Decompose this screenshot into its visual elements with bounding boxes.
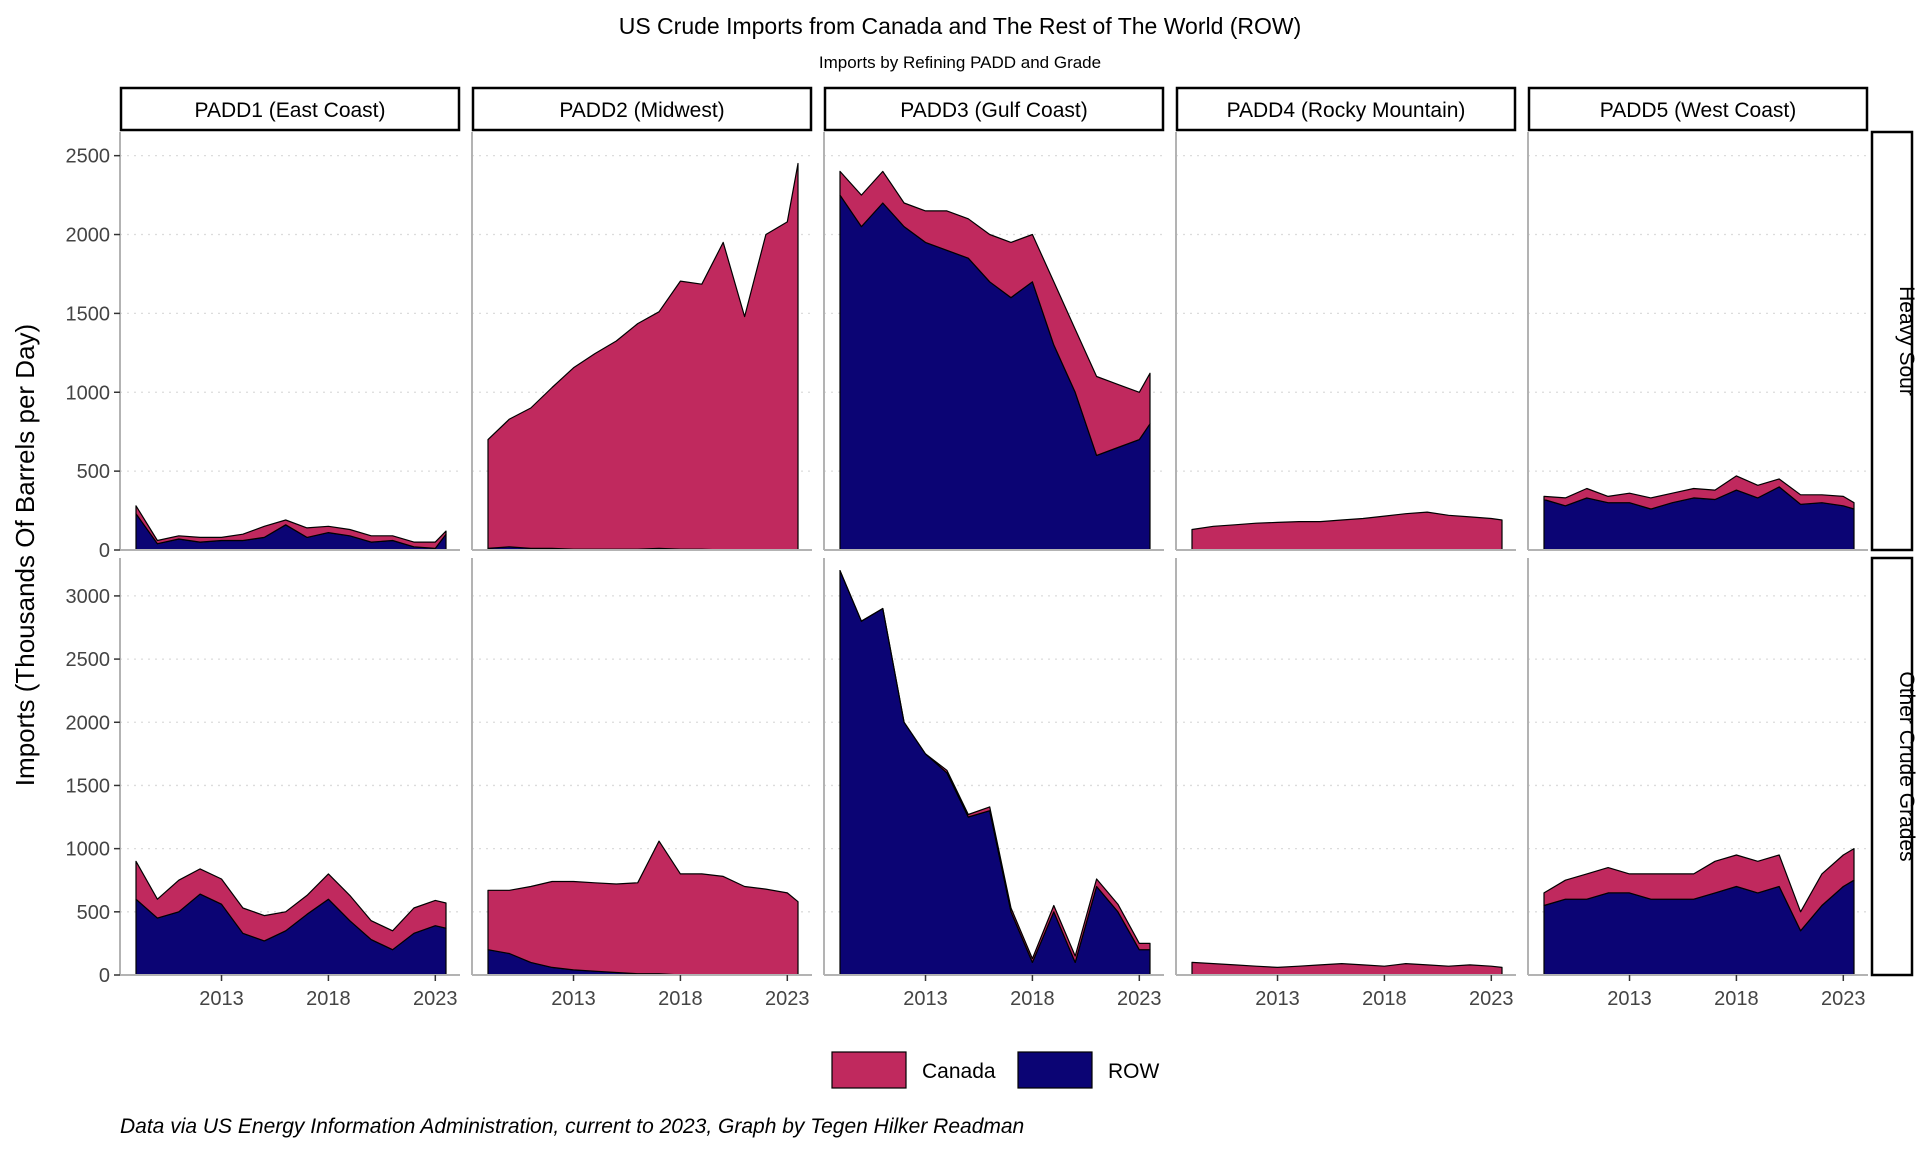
y-tick-label: 0 bbox=[99, 540, 110, 562]
area-canada-other-crude-grades-padd1-east-coast bbox=[135, 860, 447, 951]
row-strip-label: Heavy Sour bbox=[1895, 286, 1918, 396]
column-strip bbox=[823, 86, 1165, 132]
y-tick-label: 2500 bbox=[66, 146, 111, 168]
x-tick-label: 2018 bbox=[1714, 988, 1759, 1010]
area-canada-other-crude-grades-padd2-midwest bbox=[487, 840, 799, 976]
y-tick-label: 2000 bbox=[66, 712, 111, 734]
area-canada-other-crude-grades-padd3-gulf-coast bbox=[839, 570, 1151, 963]
x-tick-label: 2023 bbox=[1469, 988, 1514, 1010]
x-tick-label: 2023 bbox=[1117, 988, 1162, 1010]
panel-heavy-sour-padd3-gulf-coast bbox=[823, 132, 1164, 551]
row-strip-label: Other Crude Grades bbox=[1895, 671, 1918, 861]
column-strip bbox=[1175, 86, 1517, 132]
panel-other-crude-grades-padd1-east-coast bbox=[119, 558, 460, 976]
panel-other-crude-grades-padd3-gulf-coast bbox=[823, 558, 1164, 976]
panel-heavy-sour-padd5-west-coast bbox=[1527, 132, 1868, 551]
x-tick-label: 2013 bbox=[903, 988, 948, 1010]
column-strip bbox=[1527, 86, 1869, 132]
x-tick-label: 2013 bbox=[1255, 988, 1300, 1010]
area-canada-heavy-sour-padd5-west-coast bbox=[1543, 475, 1855, 510]
x-tick-label: 2023 bbox=[765, 988, 810, 1010]
y-tick-label: 3000 bbox=[66, 586, 111, 608]
column-strip-label: PADD2 (Midwest) bbox=[559, 99, 724, 122]
y-tick-label: 1500 bbox=[66, 303, 111, 325]
x-tick-label: 2018 bbox=[1010, 988, 1055, 1010]
axes: 0 500 1000 1500 2000 2500 0 500 1000 1500 2000 2500… bbox=[66, 146, 1866, 1010]
x-tick-label: 2018 bbox=[306, 988, 351, 1010]
column-strip bbox=[119, 86, 461, 132]
panel-other-crude-grades-padd5-west-coast bbox=[1527, 558, 1868, 976]
x-tick-label: 2013 bbox=[199, 988, 244, 1010]
x-tick-label: 2018 bbox=[1362, 988, 1407, 1010]
legend-label-canada: Canada bbox=[922, 1060, 996, 1083]
chart-title: US Crude Imports from Canada and The Res… bbox=[619, 13, 1302, 39]
legend-label-row: ROW bbox=[1108, 1060, 1160, 1083]
legend-key-row bbox=[1017, 1051, 1093, 1089]
row-strip bbox=[1870, 556, 1914, 977]
chart-subtitle: Imports by Refining PADD and Grade bbox=[819, 53, 1101, 72]
area-canada-heavy-sour-padd1-east-coast bbox=[135, 505, 447, 549]
panel-heavy-sour-padd2-midwest bbox=[471, 132, 812, 551]
y-axis-title: Imports (Thousands Of Barrels per Day) bbox=[10, 324, 40, 786]
column-strip-label: PADD4 (Rocky Mountain) bbox=[1227, 99, 1466, 122]
x-tick-label: 2013 bbox=[1607, 988, 1652, 1010]
column-strip-label: PADD3 (Gulf Coast) bbox=[900, 99, 1088, 122]
area-canada-heavy-sour-padd3-gulf-coast bbox=[839, 170, 1151, 456]
column-strip-label: PADD1 (East Coast) bbox=[195, 99, 386, 122]
y-tick-label: 1500 bbox=[66, 775, 111, 797]
area-canada-other-crude-grades-padd5-west-coast bbox=[1543, 848, 1855, 932]
x-tick-label: 2018 bbox=[658, 988, 703, 1010]
x-tick-label: 2013 bbox=[551, 988, 596, 1010]
panel-heavy-sour-padd4-rocky-mountain bbox=[1175, 132, 1516, 551]
panel-other-crude-grades-padd4-rocky-mountain bbox=[1175, 558, 1516, 976]
chart-caption: Data via US Energy Information Administr… bbox=[120, 1115, 1024, 1138]
x-tick-label: 2023 bbox=[413, 988, 458, 1010]
row-strip bbox=[1870, 130, 1914, 552]
panel-heavy-sour-padd1-east-coast bbox=[119, 132, 460, 551]
legend-key-canada bbox=[831, 1051, 907, 1089]
panel-other-crude-grades-padd2-midwest bbox=[471, 558, 812, 976]
y-tick-label: 500 bbox=[77, 461, 110, 483]
legend: Canada ROW bbox=[831, 1051, 1160, 1089]
x-tick-label: 2023 bbox=[1821, 988, 1866, 1010]
y-tick-label: 1000 bbox=[66, 382, 111, 404]
facet-panels bbox=[119, 132, 1868, 976]
y-tick-label: 1000 bbox=[66, 839, 111, 861]
y-tick-label: 500 bbox=[77, 902, 110, 924]
y-tick-label: 0 bbox=[99, 965, 110, 987]
facet-strips: PADD1 (East Coast) PADD2 (Midwest) PADD3 (… bbox=[119, 86, 1918, 977]
y-tick-label: 2000 bbox=[66, 225, 111, 247]
column-strip bbox=[471, 86, 813, 132]
column-strip-label: PADD5 (West Coast) bbox=[1600, 99, 1796, 122]
y-tick-label: 2500 bbox=[66, 649, 111, 671]
